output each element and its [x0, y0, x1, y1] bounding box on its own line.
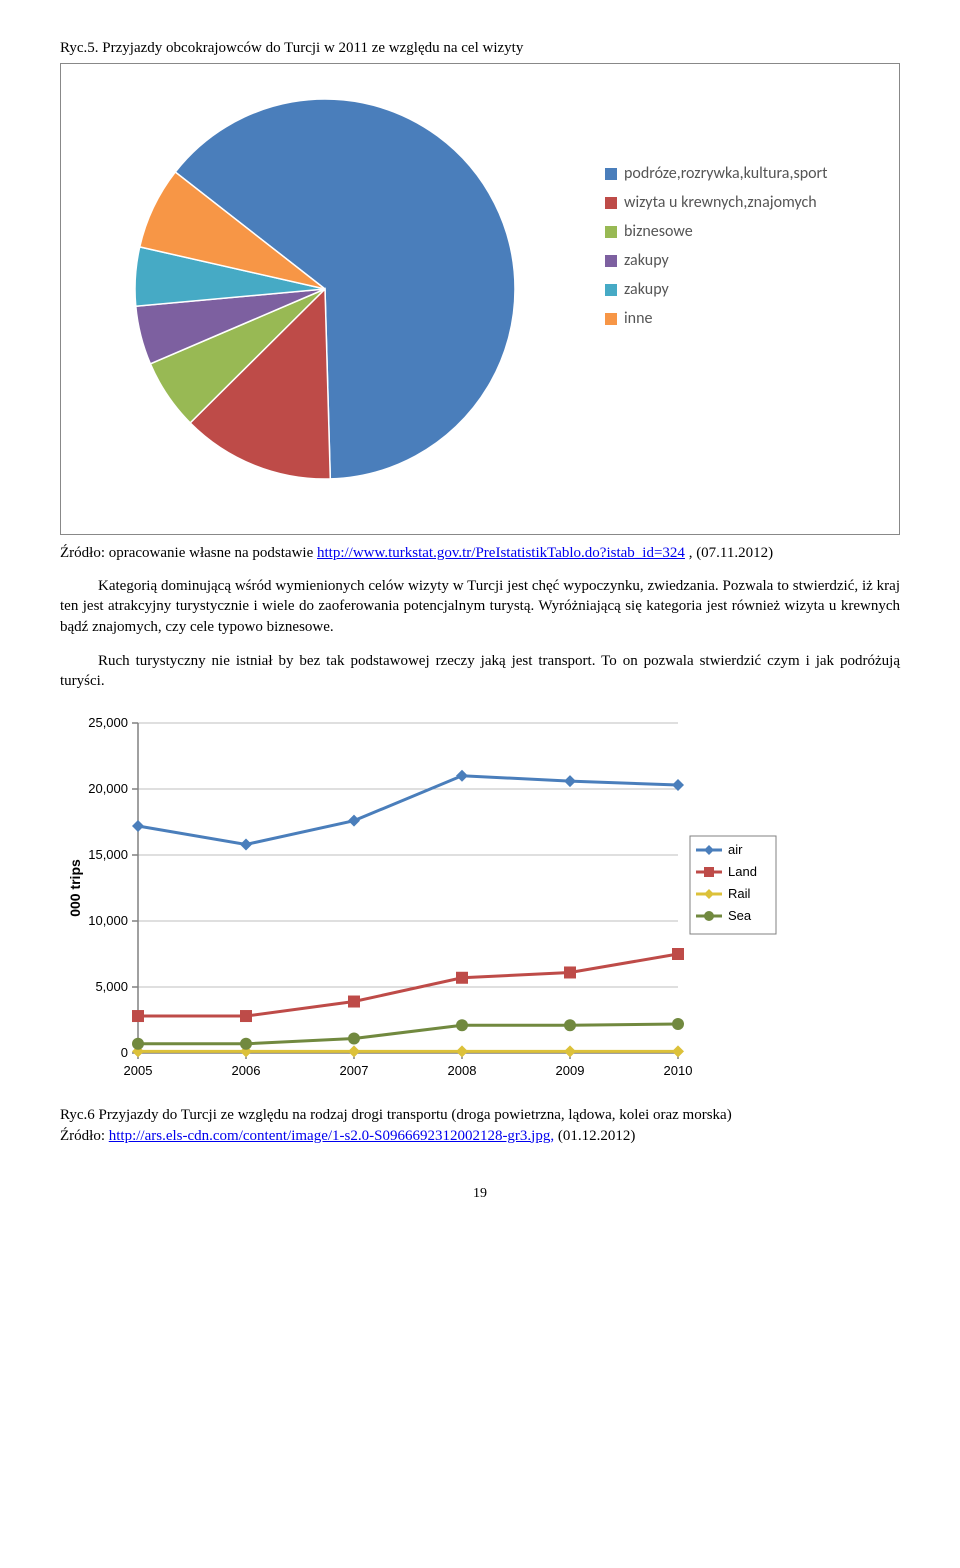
fig6-chart-container: 0 5,000 10,000 15,000 20,000 25,000 2005 2006 20… — [60, 705, 900, 1095]
legend-label: wizyta u krewnych,znajomych — [624, 193, 817, 212]
line-marker — [240, 1010, 252, 1022]
y-tick-label: 25,000 — [88, 715, 128, 730]
fig6-caption-text: Ryc.6 Przyjazdy do Turcji ze względu na … — [60, 1107, 732, 1123]
fig6-source-suffix: (01.12.2012) — [554, 1128, 635, 1144]
legend-label: Rail — [728, 886, 751, 901]
y-tick-label: 15,000 — [88, 847, 128, 862]
legend-label: Sea — [728, 908, 752, 923]
y-tick-label: 0 — [121, 1045, 128, 1060]
fig5-source-link[interactable]: http://www.turkstat.gov.tr/PreIstatistik… — [317, 545, 685, 561]
legend-swatch — [605, 284, 617, 296]
legend-label: zakupy — [624, 251, 669, 270]
line-marker — [456, 1046, 468, 1058]
line-marker — [704, 867, 714, 877]
x-tick-label: 2007 — [340, 1063, 369, 1078]
fig5-source-prefix: Źródło: opracowanie własne na podstawie — [60, 545, 317, 561]
legend-item: podróze,rozrywka,kultura,sport — [605, 164, 828, 183]
x-tick-label: 2008 — [448, 1063, 477, 1078]
line-marker — [456, 770, 468, 782]
x-tick-label: 2010 — [664, 1063, 693, 1078]
line-marker — [348, 815, 360, 827]
legend-swatch — [605, 313, 617, 325]
line-marker — [672, 948, 684, 960]
legend-swatch — [605, 226, 617, 238]
line-marker — [564, 1046, 576, 1058]
y-tick-label: 20,000 — [88, 781, 128, 796]
line-marker — [672, 1046, 684, 1058]
legend-item: wizyta u krewnych,znajomych — [605, 193, 828, 212]
legend-item: inne — [605, 309, 828, 328]
line-marker — [132, 820, 144, 832]
series-line — [138, 1024, 678, 1044]
pie-chart — [75, 74, 575, 504]
line-marker — [348, 1046, 360, 1058]
fig5-source-suffix: , (07.11.2012) — [685, 545, 773, 561]
fig6-source-link[interactable]: http://ars.els-cdn.com/content/image/1-s… — [109, 1128, 554, 1144]
legend-item: zakupy — [605, 251, 828, 270]
legend-item: biznesowe — [605, 222, 828, 241]
legend-label: zakupy — [624, 280, 669, 299]
legend-label: air — [728, 842, 743, 857]
y-tick-label: 5,000 — [95, 979, 128, 994]
line-marker — [564, 1020, 576, 1032]
legend-label: inne — [624, 309, 652, 328]
x-tick-label: 2009 — [556, 1063, 585, 1078]
fig6-caption: Ryc.6 Przyjazdy do Turcji ze względu na … — [60, 1105, 900, 1146]
x-tick-label: 2006 — [232, 1063, 261, 1078]
line-marker — [672, 1018, 684, 1030]
line-marker — [564, 775, 576, 787]
fig5-source: Źródło: opracowanie własne na podstawie … — [60, 545, 900, 562]
legend-label: biznesowe — [624, 222, 693, 241]
pie-legend: podróze,rozrywka,kultura,sport wizyta u k… — [605, 164, 828, 338]
line-marker — [348, 996, 360, 1008]
line-marker — [704, 911, 714, 921]
paragraph-2: Ruch turystyczny nie istniał by bez tak … — [60, 651, 900, 692]
series-line — [138, 954, 678, 1016]
legend-swatch — [605, 197, 617, 209]
series-line — [138, 776, 678, 845]
line-marker — [456, 1020, 468, 1032]
fig6-source-prefix: Źródło: — [60, 1128, 109, 1144]
line-marker — [132, 1010, 144, 1022]
line-marker — [132, 1038, 144, 1050]
legend-item: zakupy — [605, 280, 828, 299]
legend-swatch — [605, 168, 617, 180]
y-tick-label: 10,000 — [88, 913, 128, 928]
page-number: 19 — [60, 1186, 900, 1202]
paragraph-1: Kategorią dominującą wśród wymienionych … — [60, 576, 900, 637]
legend-label: Land — [728, 864, 757, 879]
fig5-title: Ryc.5. Przyjazdy obcokrajowców do Turcji… — [60, 40, 900, 57]
y-axis-label: 000 trips — [67, 859, 83, 917]
legend-swatch — [605, 255, 617, 267]
line-marker — [348, 1033, 360, 1045]
legend-label: podróze,rozrywka,kultura,sport — [624, 164, 828, 183]
line-marker — [564, 967, 576, 979]
line-chart: 0 5,000 10,000 15,000 20,000 25,000 2005 2006 20… — [60, 705, 820, 1090]
line-marker — [240, 839, 252, 851]
x-tick-label: 2005 — [124, 1063, 153, 1078]
fig5-chart-container: podróze,rozrywka,kultura,sport wizyta u k… — [60, 63, 900, 535]
line-marker — [456, 972, 468, 984]
line-marker — [240, 1038, 252, 1050]
